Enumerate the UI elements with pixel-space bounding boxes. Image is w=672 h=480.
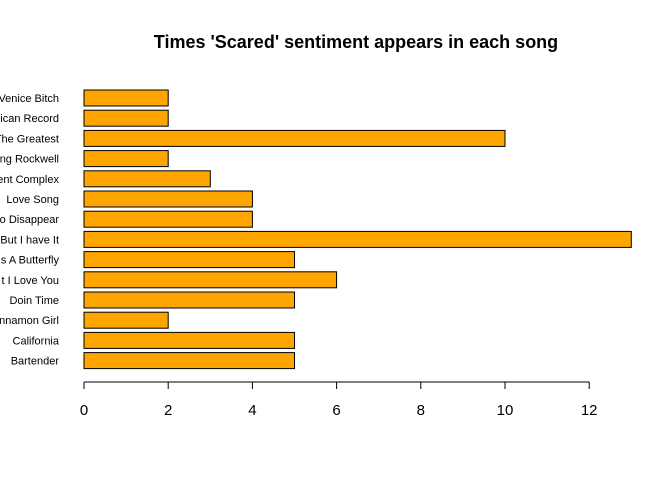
category-labels: Venice Bitch rican Record The Greatest ng R… <box>0 93 60 368</box>
category-label-14: Bartender <box>11 356 60 368</box>
x-tick-label-5: 8 <box>417 402 425 419</box>
category-label-1: Venice Bitch <box>0 93 59 105</box>
x-tick-label-6: 10 <box>497 402 514 419</box>
bars-layer <box>83 89 632 370</box>
bar-5 <box>83 170 211 188</box>
bar-2 <box>83 109 169 127</box>
bar-6 <box>83 190 253 208</box>
category-label-9: s A Butterfly <box>1 255 60 267</box>
chart-title: Times 'Scared' sentiment appears in each… <box>154 32 558 52</box>
category-label-7: to Disappear <box>0 214 59 226</box>
bar-12 <box>83 311 169 329</box>
x-axis: 0 2 4 6 8 10 12 <box>80 381 598 419</box>
category-label-4: ng Rockwell <box>0 154 59 166</box>
category-label-6: Love Song <box>6 194 59 206</box>
bar-10 <box>83 271 338 289</box>
x-tick-label-1: 0 <box>80 402 88 419</box>
bar-14 <box>83 352 295 370</box>
category-label-5: ent Complex <box>0 174 59 186</box>
bar-9 <box>83 251 295 269</box>
category-label-13: California <box>13 335 60 347</box>
category-label-10: t I Love You <box>2 275 60 287</box>
category-label-8: But I have It <box>0 234 59 246</box>
x-tick-label-3: 4 <box>248 402 256 419</box>
bar-1 <box>83 89 169 107</box>
x-tick-label-2: 2 <box>164 402 172 419</box>
bar-8 <box>83 230 632 248</box>
category-label-3: The Greatest <box>0 133 59 145</box>
bar-11 <box>83 291 295 309</box>
bar-7 <box>83 210 253 228</box>
bar-4 <box>83 150 169 168</box>
category-label-2: rican Record <box>0 113 59 125</box>
category-label-11: Doin Time <box>9 295 59 307</box>
bar-3 <box>83 129 506 147</box>
bar-13 <box>83 331 295 349</box>
category-label-12: innamon Girl <box>0 315 59 327</box>
x-tick-label-7: 12 <box>581 402 598 419</box>
x-tick-label-4: 6 <box>332 402 340 419</box>
